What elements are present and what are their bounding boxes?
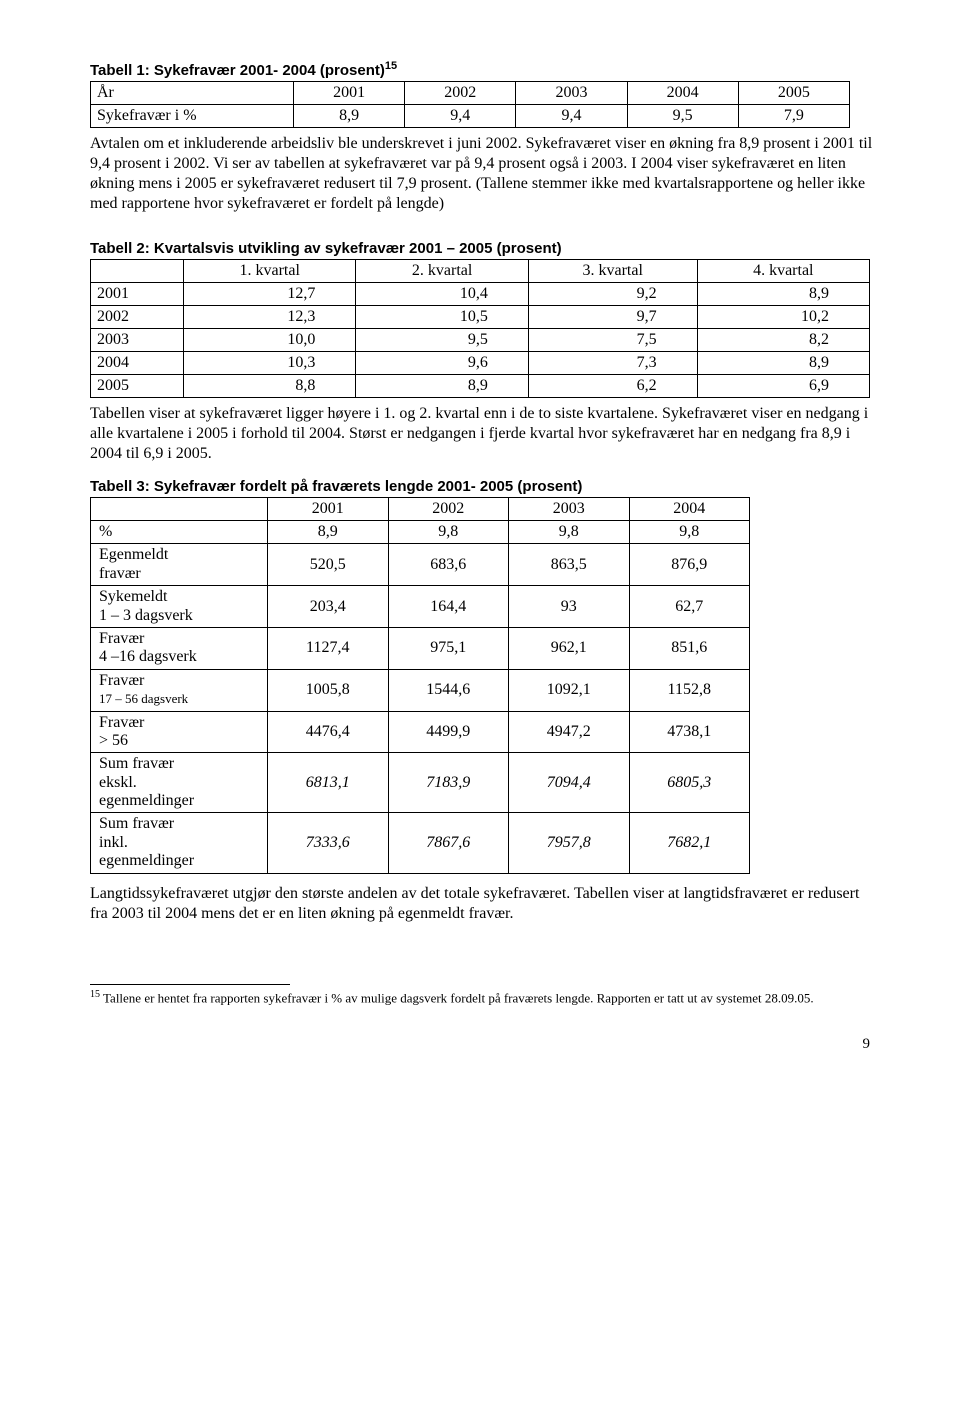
table-row: %8,99,89,89,8 [91,521,750,544]
table-row: Egenmeldtfravær520,5683,6863,5876,9 [91,544,750,586]
table-row: 20058,88,96,26,9 [91,375,870,398]
table-row: Sum fraværekskl.egenmeldinger6813,17183,… [91,753,750,813]
footnote: 15 Tallene er hentet fra rapporten sykef… [90,989,880,1006]
table2-title: Tabell 2: Kvartalsvis utvikling av sykef… [90,240,880,257]
table3: 2001200220032004 %8,99,89,89,8Egenmeldtf… [90,497,750,874]
table-row: Sum fraværinkl.egenmeldinger7333,67867,6… [91,813,750,873]
table-row: 200310,09,57,58,2 [91,329,870,352]
table1-title: Tabell 1: Sykefravær 2001- 2004 (prosent… [90,60,880,79]
paragraph-1: Avtalen om et inkluderende arbeidsliv bl… [90,134,880,214]
table3-title: Tabell 3: Sykefravær fordelt på fraværet… [90,478,880,495]
table-row: 200212,310,59,710,2 [91,306,870,329]
table-row: Fravær4 –16 dagsverk1127,4975,1962,1851,… [91,627,750,669]
table2: 1. kvartal2. kvartal3. kvartal4. kvartal… [90,259,870,398]
table-row: 200410,39,67,38,9 [91,352,870,375]
table-row: Fravær> 564476,44499,94947,24738,1 [91,711,750,753]
table-row: År 2001 2002 2003 2004 2005 [91,82,850,105]
footnote-separator [90,984,290,985]
page-number: 9 [90,1036,880,1053]
table-row: Fravær17 – 56 dagsverk1005,81544,61092,1… [91,669,750,711]
table-row: Sykemeldt1 – 3 dagsverk203,4164,49362,7 [91,586,750,628]
table-row: 200112,710,49,28,9 [91,283,870,306]
paragraph-2: Tabellen viser at sykefraværet ligger hø… [90,404,880,464]
paragraph-3: Langtidssykefraværet utgjør den største … [90,884,880,924]
table-row: Sykefravær i % 8,9 9,4 9,4 9,5 7,9 [91,105,850,128]
table1: År 2001 2002 2003 2004 2005 Sykefravær i… [90,81,850,128]
